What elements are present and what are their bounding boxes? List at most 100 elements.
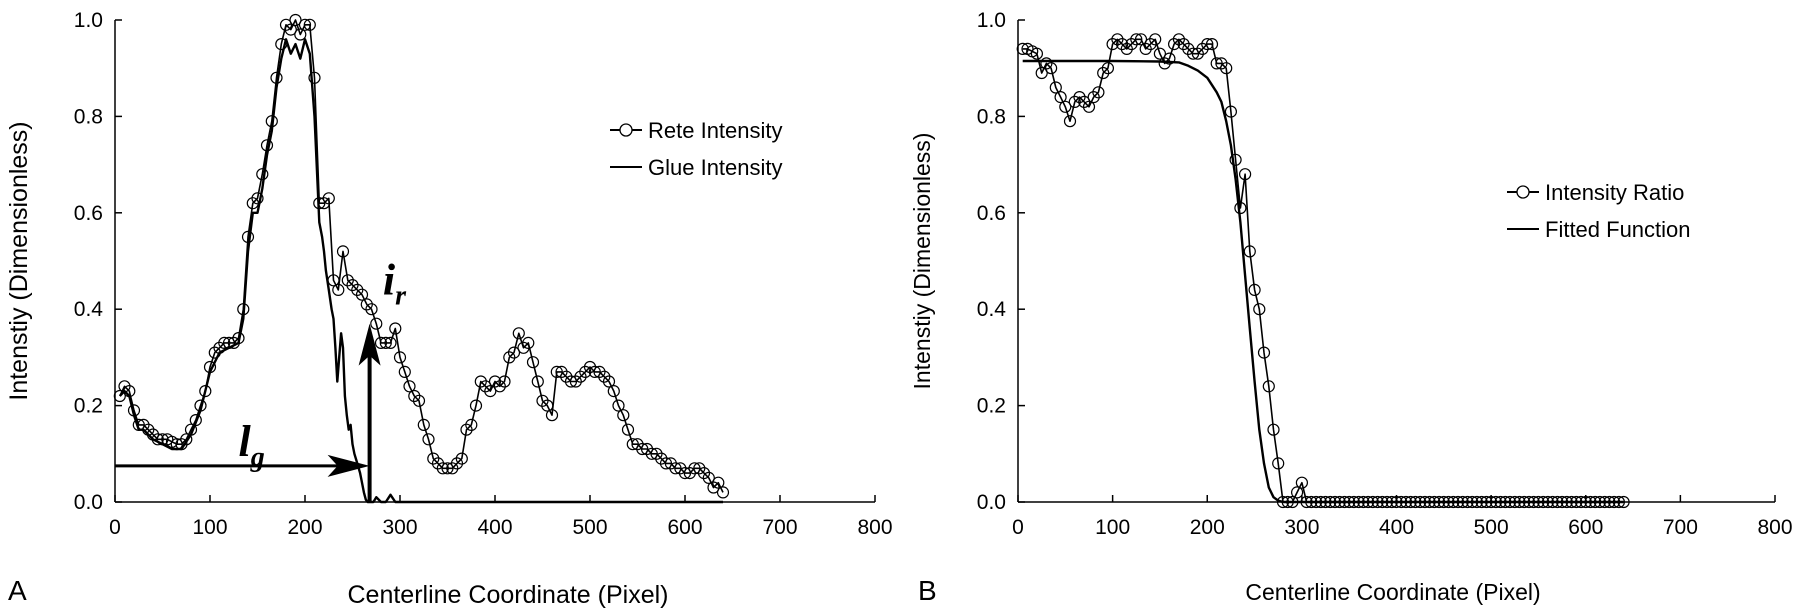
panel-a-series-rete-intensity-point <box>564 375 578 388</box>
panel-a-series-rete-intensity-point <box>322 192 335 205</box>
panel-a-series-rete-intensity-point <box>702 471 715 484</box>
panel-a-series-rete-intensity-point <box>113 389 126 403</box>
panel-b-x-tick-label: 200 <box>1190 516 1225 539</box>
panel-b-series-intensity-ratio-point <box>1073 90 1086 104</box>
panel-b-series-intensity-ratio-point <box>1295 476 1309 489</box>
panel-b-legend-intensity-ratio-marker <box>1516 185 1530 199</box>
panel-a-series-rete-intensity-point <box>303 18 316 31</box>
panel-a-series-rete-intensity-point <box>398 365 411 378</box>
panel-b-series-intensity-ratio-point <box>1229 153 1242 166</box>
panel-a-series-rete-intensity-point <box>631 438 644 451</box>
panel-a-series-rete-intensity-point <box>526 356 540 369</box>
panel-a-x-tick-label: 800 <box>857 516 892 539</box>
panel-a-annotation-ir-label: ir <box>383 256 407 312</box>
panel-a-y-tick-label: 1.0 <box>74 9 103 32</box>
panel-a-series-rete-intensity-point <box>189 414 202 427</box>
panel-a-series-rete-intensity-point <box>493 380 506 393</box>
panel-a-series-rete-intensity-point <box>484 385 497 398</box>
panel-a-series-rete-intensity-point <box>384 336 397 349</box>
panel-b-series-intensity-ratio-line <box>1022 38 1624 503</box>
panel-a-series-rete-intensity-point <box>332 283 345 296</box>
panel-b-series-intensity-ratio-point <box>1134 33 1148 46</box>
panel-a-series-rete-intensity-point <box>460 423 473 436</box>
panel-a-series-rete-intensity-point <box>180 433 193 446</box>
panel-a-series-rete-intensity-point <box>308 71 321 84</box>
panel-b-series-intensity-ratio-point <box>1040 57 1053 70</box>
panel-b-series-intensity-ratio-point <box>1177 37 1190 51</box>
panel-b-x-tick-label: 0 <box>1012 516 1024 539</box>
panel-a-x-tick-label: 0 <box>109 516 121 539</box>
panel-b-series-intensity-ratio-point <box>1120 42 1133 56</box>
panel-a-series-rete-intensity-point <box>617 409 630 422</box>
panel-b-y-tick-label: 0.6 <box>977 202 1006 225</box>
panel-b-series-intensity-ratio-point <box>1125 37 1138 51</box>
panel-b-series-intensity-ratio-point <box>1262 380 1275 393</box>
panel-a-series-rete-intensity-point <box>408 389 421 403</box>
panel-a-series-rete-intensity-point <box>531 375 544 388</box>
panel-a-x-tick-label: 600 <box>667 516 702 539</box>
panel-a-series-rete-intensity-point <box>298 18 312 31</box>
panel-a-series-rete-intensity-point <box>674 462 687 475</box>
panel-a-series-rete-intensity-point <box>636 442 649 456</box>
panel-a-series-rete-intensity-point <box>365 303 378 316</box>
panel-b-x-tick-label: 400 <box>1379 516 1414 539</box>
panel-a-series-rete-intensity-point <box>374 336 388 349</box>
panel-a-series-rete-intensity-point <box>498 375 511 388</box>
panel-b-series-intensity-ratio-point <box>1068 95 1081 109</box>
panel-a-series-rete-intensity-point <box>474 375 487 388</box>
panel-b-series-intensity-ratio-point <box>1106 37 1119 51</box>
panel-b-x-tick-label: 300 <box>1284 516 1319 539</box>
panel-b-series-intensity-ratio-point <box>1054 90 1067 104</box>
panel-a-annotation-lg-label: lg <box>239 417 265 473</box>
panel-a-annotations: lg ir <box>115 256 407 502</box>
panel-a-series-rete-intensity-point <box>465 418 478 431</box>
panel-a-series-rete-intensity-point <box>712 476 725 489</box>
panel-b-series-intensity-ratio-point <box>1044 62 1058 75</box>
panel-a-series-rete-intensity-point <box>294 28 307 41</box>
panel-a-series-rete-intensity-point <box>346 279 359 292</box>
panel-a-series-rete-intensity-point <box>512 327 525 340</box>
panel-a-series-rete-intensity-point <box>612 399 625 412</box>
panel-a-series-rete-intensity-point <box>427 452 440 465</box>
panel-a-series-rete-intensity-point <box>284 23 297 36</box>
panel-b-series-intensity-ratio-point <box>1139 42 1152 56</box>
panel-b-series-intensity-ratio-point <box>1253 303 1266 316</box>
panel-a-x-tick-label: 100 <box>192 516 227 539</box>
panel-a-ticks: 0 100 200 300 400 500 600 700 800 0.0 0.2 0.4 0.6 0.8… <box>74 9 893 539</box>
panel-b-series-intensity-ratio-point <box>1063 115 1077 128</box>
panel-b-series-intensity-ratio-point <box>1205 37 1219 51</box>
panel-a-series-rete-intensity-point <box>455 452 468 465</box>
panel-a-series-rete-intensity-point <box>541 399 554 412</box>
panel-a-series-rete-intensity-point <box>251 192 264 205</box>
panel-b-series-intensity-ratio-point <box>1248 283 1261 296</box>
panel-a-series-rete-intensity-point <box>393 351 407 364</box>
panel-a-annotation-lg-arrow-head <box>327 454 370 477</box>
panel-b-series-intensity-ratio-point <box>1191 47 1204 60</box>
panel-b-x-axis-title: Centerline Coordinate (Pixel) <box>1245 579 1540 605</box>
panel-a-series-rete-intensity-point <box>626 438 639 451</box>
panel-a-y-tick-label: 0.2 <box>74 395 103 418</box>
panel-b-series-intensity-ratio-point <box>1272 457 1285 470</box>
panel-b-series-intensity-ratio-point <box>1035 66 1048 80</box>
panel-a-letter: A <box>8 575 27 606</box>
panel-b-y-tick-label: 0.4 <box>977 298 1007 321</box>
panel-b-y-tick-label: 1.0 <box>977 9 1006 32</box>
panel-a-series-rete-intensity-point <box>355 288 369 301</box>
panel-b-x-tick-label: 500 <box>1474 516 1509 539</box>
panel-b-series-intensity-ratio-point <box>1097 66 1110 80</box>
panel-a-series-rete-intensity-point <box>218 336 231 349</box>
panel-a-y-tick-label: 0.4 <box>74 298 104 321</box>
panel-a-series-rete-intensity-point <box>256 168 269 181</box>
panel-a-series-rete-intensity-point <box>412 394 426 407</box>
panel-a-series-rete-intensity-point <box>607 385 620 398</box>
panel-a-series-rete-intensity-point <box>655 452 668 465</box>
panel-a-series-rete-intensity-point <box>560 370 573 383</box>
panel-a-series-rete-intensity-point <box>199 385 212 398</box>
panel-b-series-intensity-ratio-point <box>1257 346 1271 359</box>
panel-a: 0 100 200 300 400 500 600 700 800 0.0 0.2 0.4 0.6 0.8… <box>5 9 893 609</box>
panel-a-series-rete-intensity-point <box>436 462 449 475</box>
panel-b-y-tick-label: 0.0 <box>977 491 1006 514</box>
panel-b-x-tick-label: 700 <box>1663 516 1698 539</box>
panel-b-series-fitted-function-line <box>1022 59 1624 504</box>
panel-a-series-rete-intensity-point <box>602 375 616 388</box>
